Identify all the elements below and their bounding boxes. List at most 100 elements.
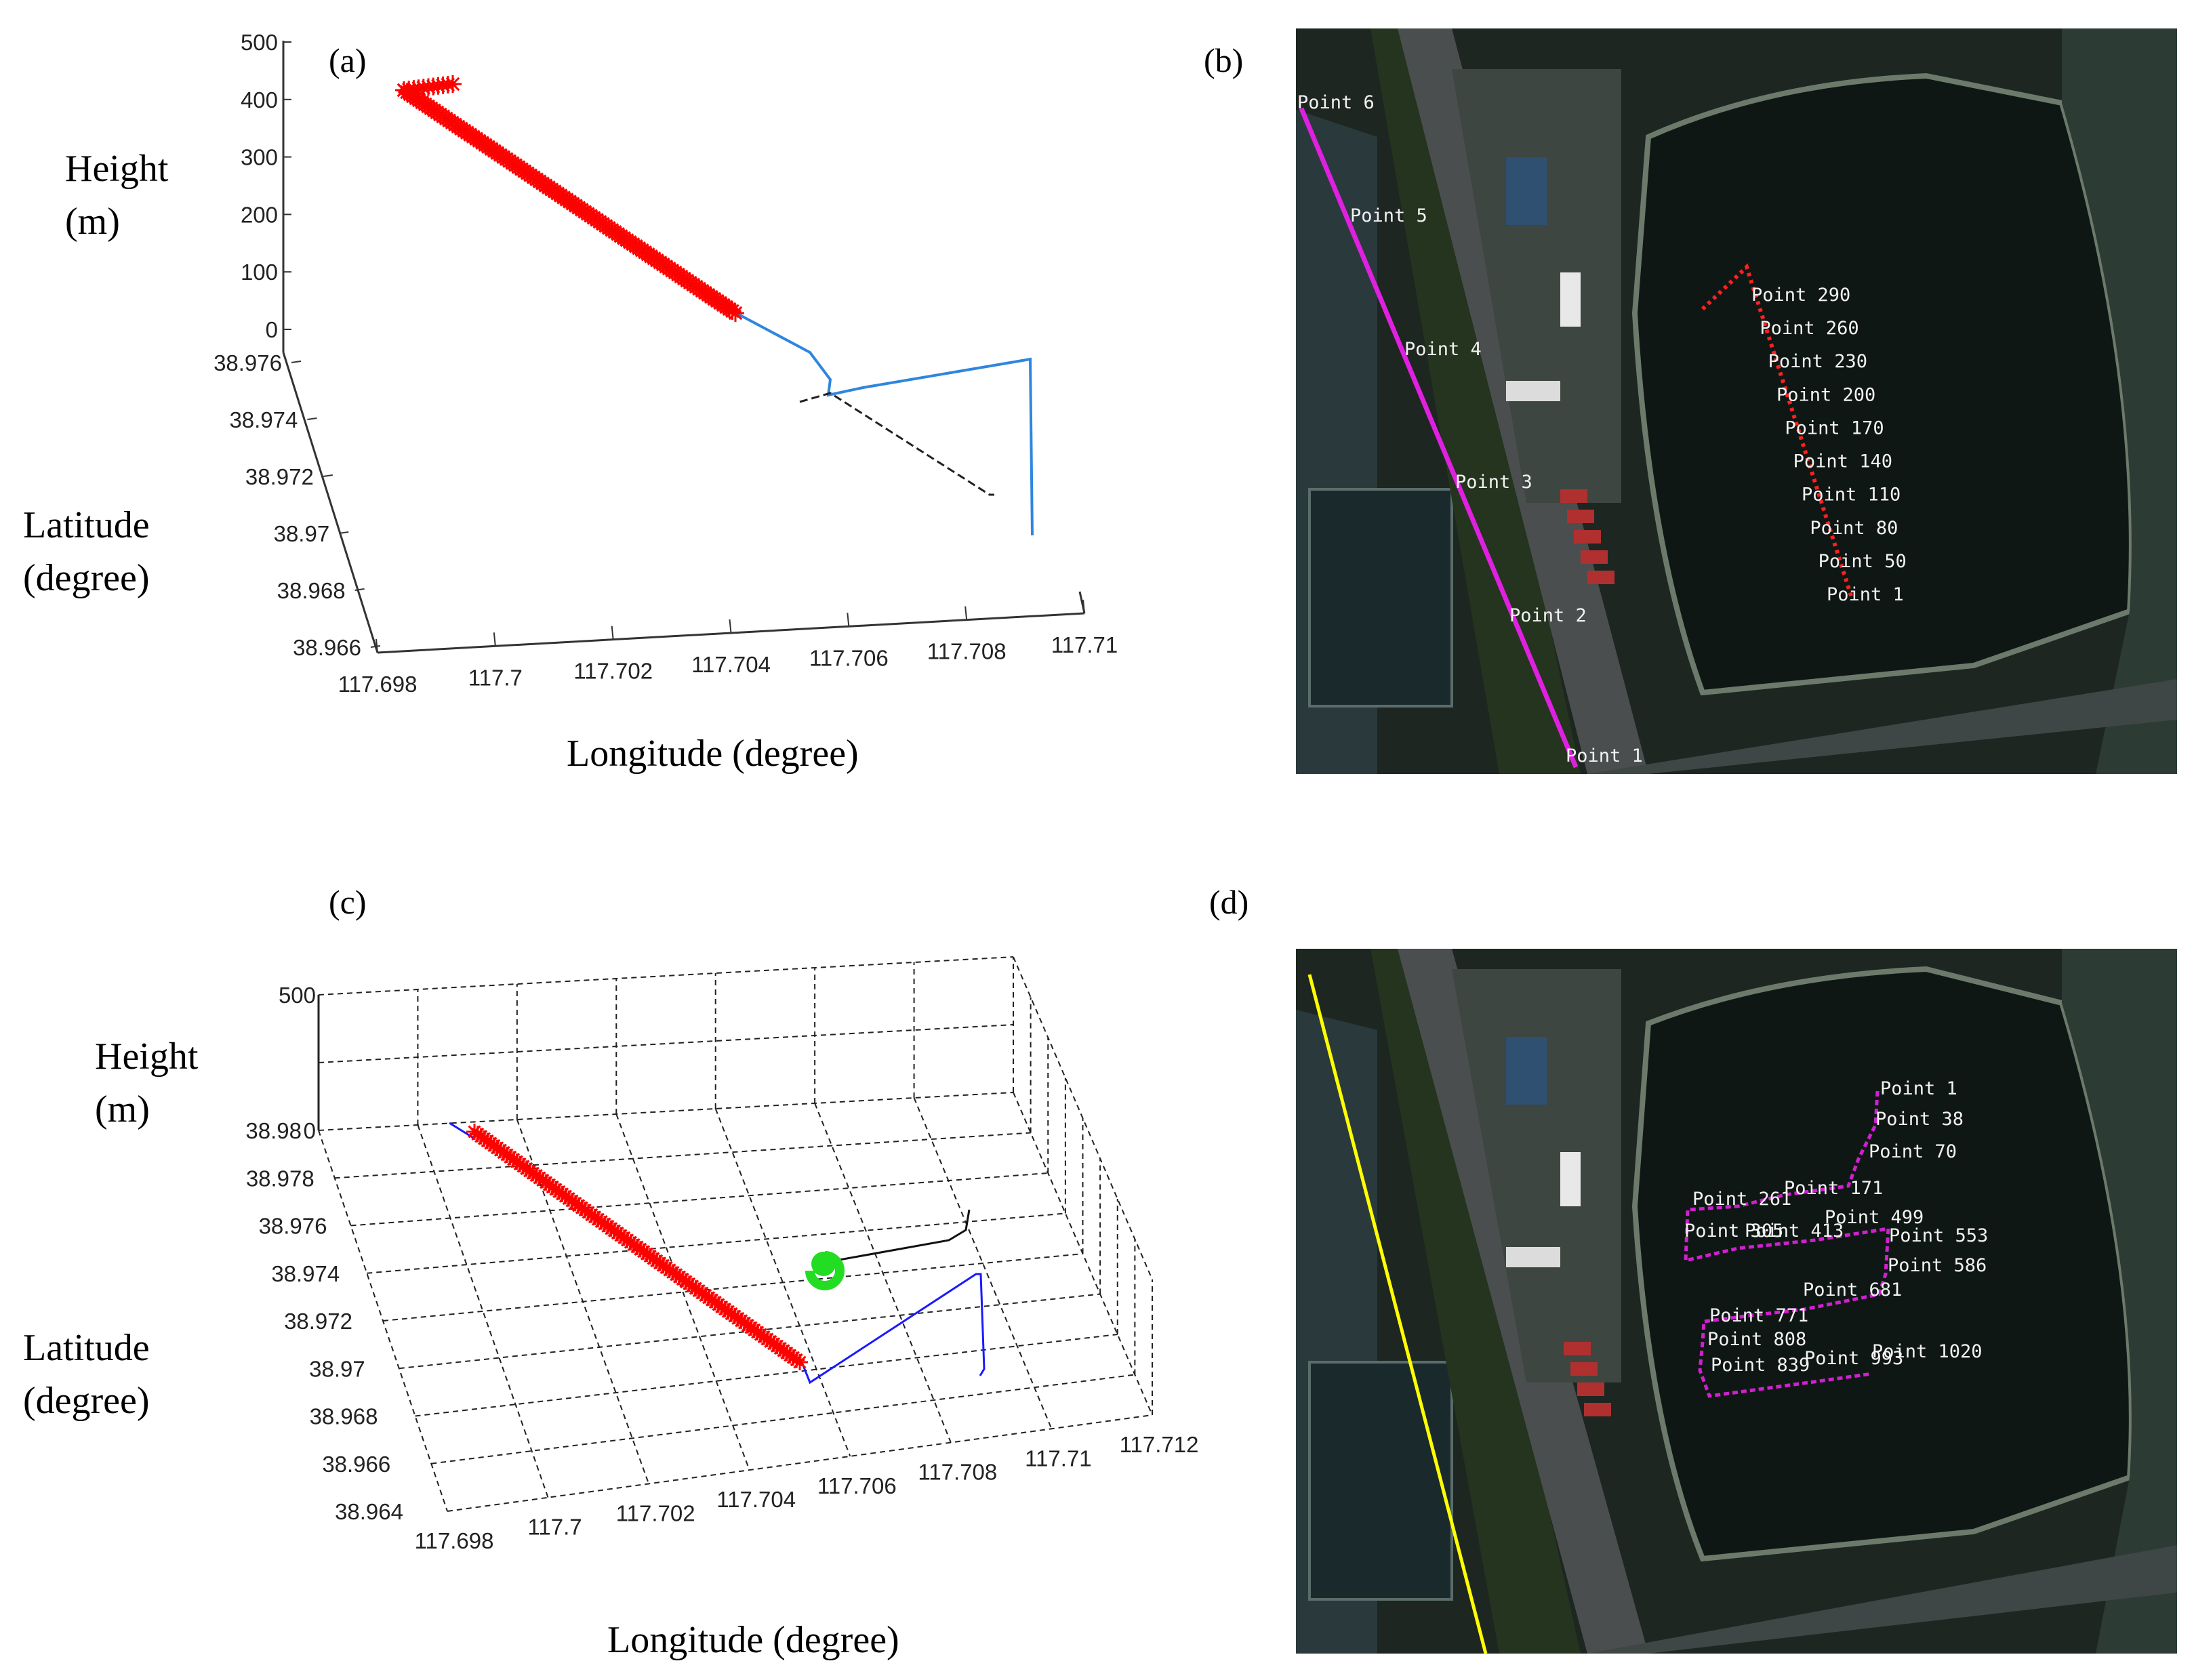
x-axis-title-c: Longitude (degree) [607, 1619, 899, 1661]
y-tick-label: 38.976 [259, 1214, 327, 1239]
y-tick-label: 38.976 [214, 350, 282, 375]
map-point-label: Point 305 [1684, 1221, 1783, 1242]
y-tick-mark [291, 361, 302, 363]
map-green-strip [1370, 28, 1581, 774]
map-buildings [1452, 969, 1621, 1382]
x-tick-mark [847, 613, 850, 627]
map-point-label: Point 6 [1297, 92, 1375, 113]
map-buildings [1452, 69, 1621, 503]
y-axis-title-line1: Latitude [23, 504, 150, 546]
map-point-label: Point 50 [1819, 551, 1907, 572]
chart-c-plot: 500 0 38.98 38.978 38.976 38.974 38.972 38.97 3… [245, 956, 1199, 1553]
map-point-label: Point 140 [1793, 451, 1892, 472]
map-point-label: Point 260 [1760, 318, 1858, 339]
grid-line-x [814, 1103, 952, 1443]
x-tick-label: 117.708 [918, 1460, 997, 1485]
trajectory-black-dashed-a [799, 392, 994, 496]
y-tick-label: 38.974 [271, 1261, 340, 1286]
z-axis-title-line1: Height [65, 148, 169, 190]
panel-d: (d) Point 1 Point 38 Point 70 Point 171 Poin… [1152, 847, 2194, 1680]
x-tick-label: 117.698 [415, 1528, 494, 1553]
map-point-label: Point 586 [1888, 1255, 1987, 1276]
x-tick-label: 117.7 [528, 1515, 582, 1540]
y-tick-mark [307, 417, 317, 420]
map-point-label: Point 1020 [1872, 1341, 1983, 1362]
map-bottom-road [1587, 1545, 2177, 1654]
x-tick-label: 117.7 [468, 665, 523, 690]
panel-label-c: (c) [329, 883, 367, 921]
map-land-right [2062, 949, 2177, 1654]
map-point-label: Point 290 [1751, 285, 1850, 306]
x-tick-label: 117.702 [616, 1500, 695, 1525]
y-axis-title-c: Latitude (degree) [23, 1322, 150, 1427]
flight-line-yellow [1307, 974, 1488, 1654]
map-lake-rim [1631, 73, 2134, 696]
satellite-map-b: Point 6 Point 5 Point 4 Point 3 Point 2 Point… [1296, 28, 2177, 774]
grid-mid-edge [318, 1024, 1014, 1063]
x-tick-label: 117.712 [1120, 1432, 1199, 1457]
flight-line-magenta [1299, 107, 1579, 769]
map-ponds [1308, 488, 1453, 708]
panel-label-a: (a) [329, 41, 367, 79]
star-marker [444, 75, 462, 93]
x-tick-label: 117.71 [1025, 1446, 1091, 1471]
star-marker [727, 304, 744, 322]
map-point-label: Point 681 [1803, 1279, 1902, 1300]
grid-line-y [447, 1414, 1153, 1512]
grid-line-y [415, 1334, 1118, 1417]
map-pool [1506, 1037, 1547, 1105]
trajectory-blue-a [737, 312, 1034, 536]
x-tick-label: 117.702 [573, 659, 653, 684]
map-point-label: Point 3 [1455, 472, 1532, 493]
panel-b: (b) Point 6 Point 5 Point 4 Point 3 [1152, 0, 2194, 800]
z-axis-title-c: Height (m) [95, 1030, 198, 1136]
x-tick-label: 117.704 [716, 1487, 796, 1512]
z-axis-title-line1: Height [95, 1036, 199, 1078]
z-tick-label: 300 [241, 145, 278, 170]
y-axis-title-a: Latitude (degree) [23, 499, 150, 605]
y-tick-mark [339, 531, 349, 534]
y-tick-label: 38.966 [322, 1452, 390, 1477]
z-tick-label: 0 [266, 317, 278, 342]
map-point-label: Point 38 [1875, 1109, 1964, 1130]
grid-line-y [431, 1374, 1135, 1464]
map-pool [1506, 157, 1547, 225]
map-red-roofs [1560, 489, 1614, 584]
map-point-label: Point 1 [1827, 584, 1904, 605]
trajectory-black-c [816, 1209, 971, 1265]
y-tick-mark [370, 645, 381, 648]
y-tick-label: 38.966 [293, 635, 361, 660]
map-point-label: Point 110 [1802, 485, 1901, 506]
map-point-label: Point 80 [1810, 518, 1898, 539]
z-tick-label: 0 [304, 1118, 316, 1143]
map-point-label: Point 230 [1768, 351, 1867, 372]
grid-line-y [367, 1212, 1065, 1274]
grid-line-y [318, 1092, 1014, 1131]
map-point-label: Point 839 [1711, 1355, 1810, 1376]
x-tick-label: 117.706 [809, 645, 889, 670]
map-point-label: Point 261 [1692, 1189, 1791, 1210]
chart-a-plot: 500 400 300 200 100 0 38.976 38.974 38.972 38.97… [214, 30, 1118, 697]
map-roof-1 [1560, 1152, 1581, 1206]
map-red-roofs [1564, 1342, 1611, 1416]
grid-line-x [615, 1113, 750, 1471]
x-tick-mark [729, 619, 732, 634]
map-land-right [2062, 28, 2177, 774]
y-tick-label: 38.974 [229, 407, 298, 432]
flight-path-red [1701, 263, 1854, 598]
z-tick-label: 100 [241, 260, 278, 285]
map-green-strip [1370, 949, 1581, 1654]
z-tick-label: 400 [241, 87, 278, 112]
y-tick-label: 38.98 [245, 1118, 302, 1143]
x-tick-label: 117.704 [691, 652, 771, 677]
map-ponds [1308, 1361, 1453, 1601]
z-tick-label: 500 [241, 30, 278, 55]
x-tick-label: 117.706 [817, 1473, 897, 1498]
map-point-label: Point 4 [1404, 339, 1482, 360]
y-tick-label: 38.968 [310, 1404, 378, 1429]
map-point-label: Point 553 [1889, 1225, 1988, 1246]
z-axis-title-line2: (m) [95, 1088, 150, 1130]
grid-line-y [334, 1132, 1031, 1179]
map-point-label: Point 2 [1509, 605, 1587, 626]
